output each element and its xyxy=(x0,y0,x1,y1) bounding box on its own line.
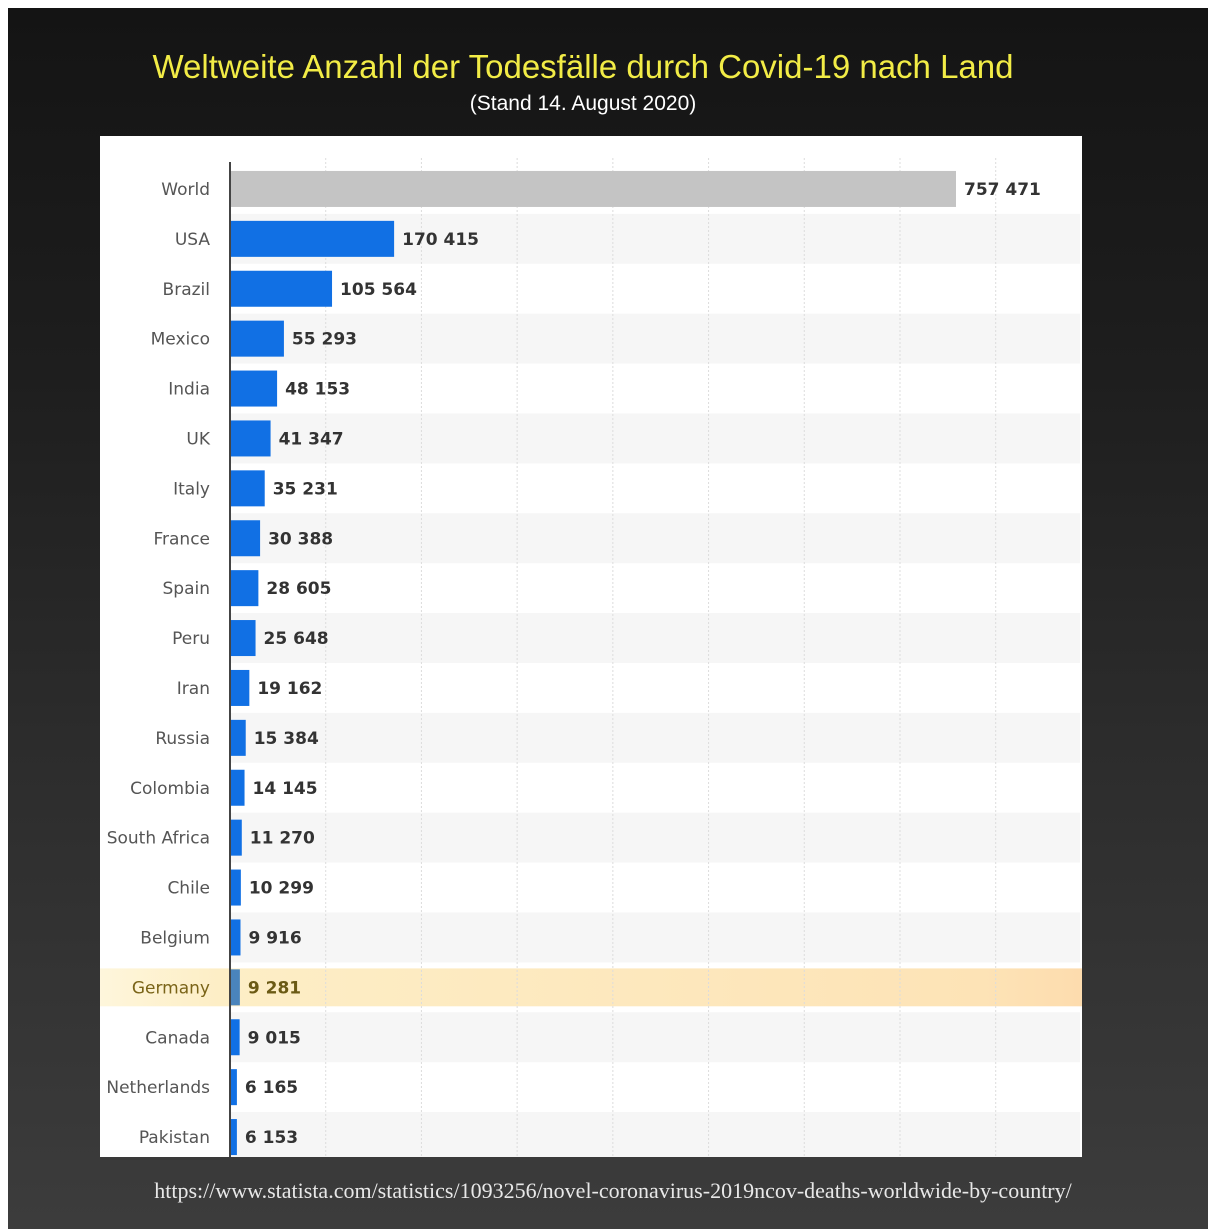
category-label: Iran xyxy=(177,679,210,699)
bar-netherlands xyxy=(231,1069,237,1106)
category-label: South Africa xyxy=(107,829,210,849)
bar-pakistan xyxy=(231,1119,237,1156)
bar-spain xyxy=(231,570,259,607)
category-label: Netherlands xyxy=(106,1078,210,1098)
category-label: Brazil xyxy=(163,280,210,300)
value-label: 55 293 xyxy=(292,330,357,350)
row-band xyxy=(230,613,1080,663)
category-label: Italy xyxy=(173,479,210,499)
chart-panel: World 757 471 USA 170 415 Brazil 105 564 Mexic… xyxy=(100,136,1082,1157)
category-label: Russia xyxy=(155,729,210,749)
category-label: UK xyxy=(186,429,210,449)
value-label: 41 347 xyxy=(279,429,344,449)
bar-belgium xyxy=(231,919,241,956)
bar-mexico xyxy=(231,320,284,357)
bar-germany xyxy=(231,969,240,1006)
category-label: Mexico xyxy=(151,330,210,350)
bar-canada xyxy=(231,1019,240,1056)
value-label: 19 162 xyxy=(257,679,322,699)
bar-iran xyxy=(231,669,250,706)
value-label: 14 145 xyxy=(253,779,318,799)
bar-italy xyxy=(231,470,265,507)
category-label: France xyxy=(153,529,210,549)
category-label: Canada xyxy=(145,1028,210,1048)
value-label: 35 231 xyxy=(273,479,338,499)
bar-russia xyxy=(231,719,246,756)
value-label: 10 299 xyxy=(249,879,314,899)
slide-background: Weltweite Anzahl der Todesfälle durch Co… xyxy=(8,8,1208,1229)
highlight-band xyxy=(100,968,1082,1007)
bar-chart: World 757 471 USA 170 415 Brazil 105 564 Mexic… xyxy=(100,158,1082,1157)
value-label: 15 384 xyxy=(254,729,319,749)
value-label: 48 153 xyxy=(285,380,350,400)
bar-india xyxy=(231,370,278,407)
value-label: 6 165 xyxy=(245,1078,298,1098)
category-label: Spain xyxy=(163,579,211,599)
row-band xyxy=(230,812,1080,863)
bar-peru xyxy=(231,620,256,657)
category-label: Belgium xyxy=(140,928,210,948)
bar-uk xyxy=(231,420,271,457)
bar-world xyxy=(231,170,956,207)
category-label: Colombia xyxy=(130,779,210,799)
value-label: 9 281 xyxy=(248,978,301,998)
value-label: 30 388 xyxy=(268,529,333,549)
bar-south-africa xyxy=(231,819,242,856)
row-band xyxy=(230,513,1080,564)
chart-subtitle: (Stand 14. August 2020) xyxy=(469,92,697,115)
value-label: 25 648 xyxy=(264,629,329,649)
category-label: Germany xyxy=(132,978,210,998)
row-band xyxy=(230,1012,1080,1063)
category-label: World xyxy=(161,180,210,200)
bar-colombia xyxy=(231,769,245,806)
value-label: 6 153 xyxy=(245,1128,298,1148)
chart-title: Weltweite Anzahl der Todesfälle durch Co… xyxy=(152,48,1014,85)
row-band xyxy=(230,712,1080,763)
value-label: 9 916 xyxy=(248,928,301,948)
category-label: Peru xyxy=(172,629,210,649)
bar-chile xyxy=(231,869,241,906)
row-band xyxy=(230,912,1080,963)
row-band xyxy=(230,413,1080,464)
bar-usa xyxy=(231,220,395,257)
value-label: 9 015 xyxy=(248,1028,301,1048)
category-label: Pakistan xyxy=(139,1128,210,1148)
value-label: 757 471 xyxy=(964,180,1041,200)
row-band xyxy=(230,1112,1080,1157)
value-label: 105 564 xyxy=(340,280,417,300)
category-label: Chile xyxy=(167,879,210,899)
value-label: 170 415 xyxy=(402,230,479,250)
bar-brazil xyxy=(231,270,333,307)
bar-france xyxy=(231,520,261,557)
category-label: USA xyxy=(175,230,211,250)
row-band xyxy=(230,313,1080,364)
category-label: India xyxy=(168,380,210,400)
source-url: https://www.statista.com/statistics/1093… xyxy=(154,1178,1072,1203)
value-label: 11 270 xyxy=(250,829,315,849)
value-label: 28 605 xyxy=(266,579,331,599)
